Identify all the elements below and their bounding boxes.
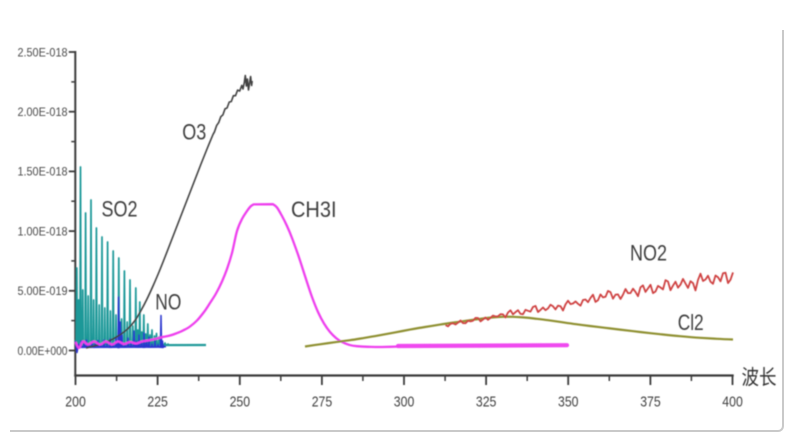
svg-text:1.50E-018: 1.50E-018 [18, 165, 68, 179]
svg-text:300: 300 [394, 394, 415, 411]
svg-text:Cl2: Cl2 [678, 310, 704, 335]
svg-text:250: 250 [230, 394, 251, 411]
svg-text:2.50E-018: 2.50E-018 [18, 45, 68, 59]
svg-text:1.00E-018: 1.00E-018 [18, 224, 68, 238]
svg-text:325: 325 [476, 394, 497, 411]
svg-text:375: 375 [640, 394, 661, 411]
svg-text:5.00E-019: 5.00E-019 [18, 284, 68, 298]
svg-text:275: 275 [312, 394, 333, 411]
svg-text:NO2: NO2 [630, 241, 667, 266]
svg-text:0.00E+000: 0.00E+000 [18, 344, 68, 358]
svg-text:225: 225 [147, 394, 168, 411]
svg-text:400: 400 [722, 394, 743, 411]
svg-text:SO2: SO2 [102, 197, 138, 222]
svg-text:CH3I: CH3I [291, 197, 337, 222]
svg-text:200: 200 [65, 394, 86, 411]
svg-text:O3: O3 [182, 120, 206, 145]
svg-text:2.00E-018: 2.00E-018 [18, 105, 68, 119]
svg-text:NO: NO [155, 290, 181, 315]
svg-text:350: 350 [558, 394, 579, 411]
